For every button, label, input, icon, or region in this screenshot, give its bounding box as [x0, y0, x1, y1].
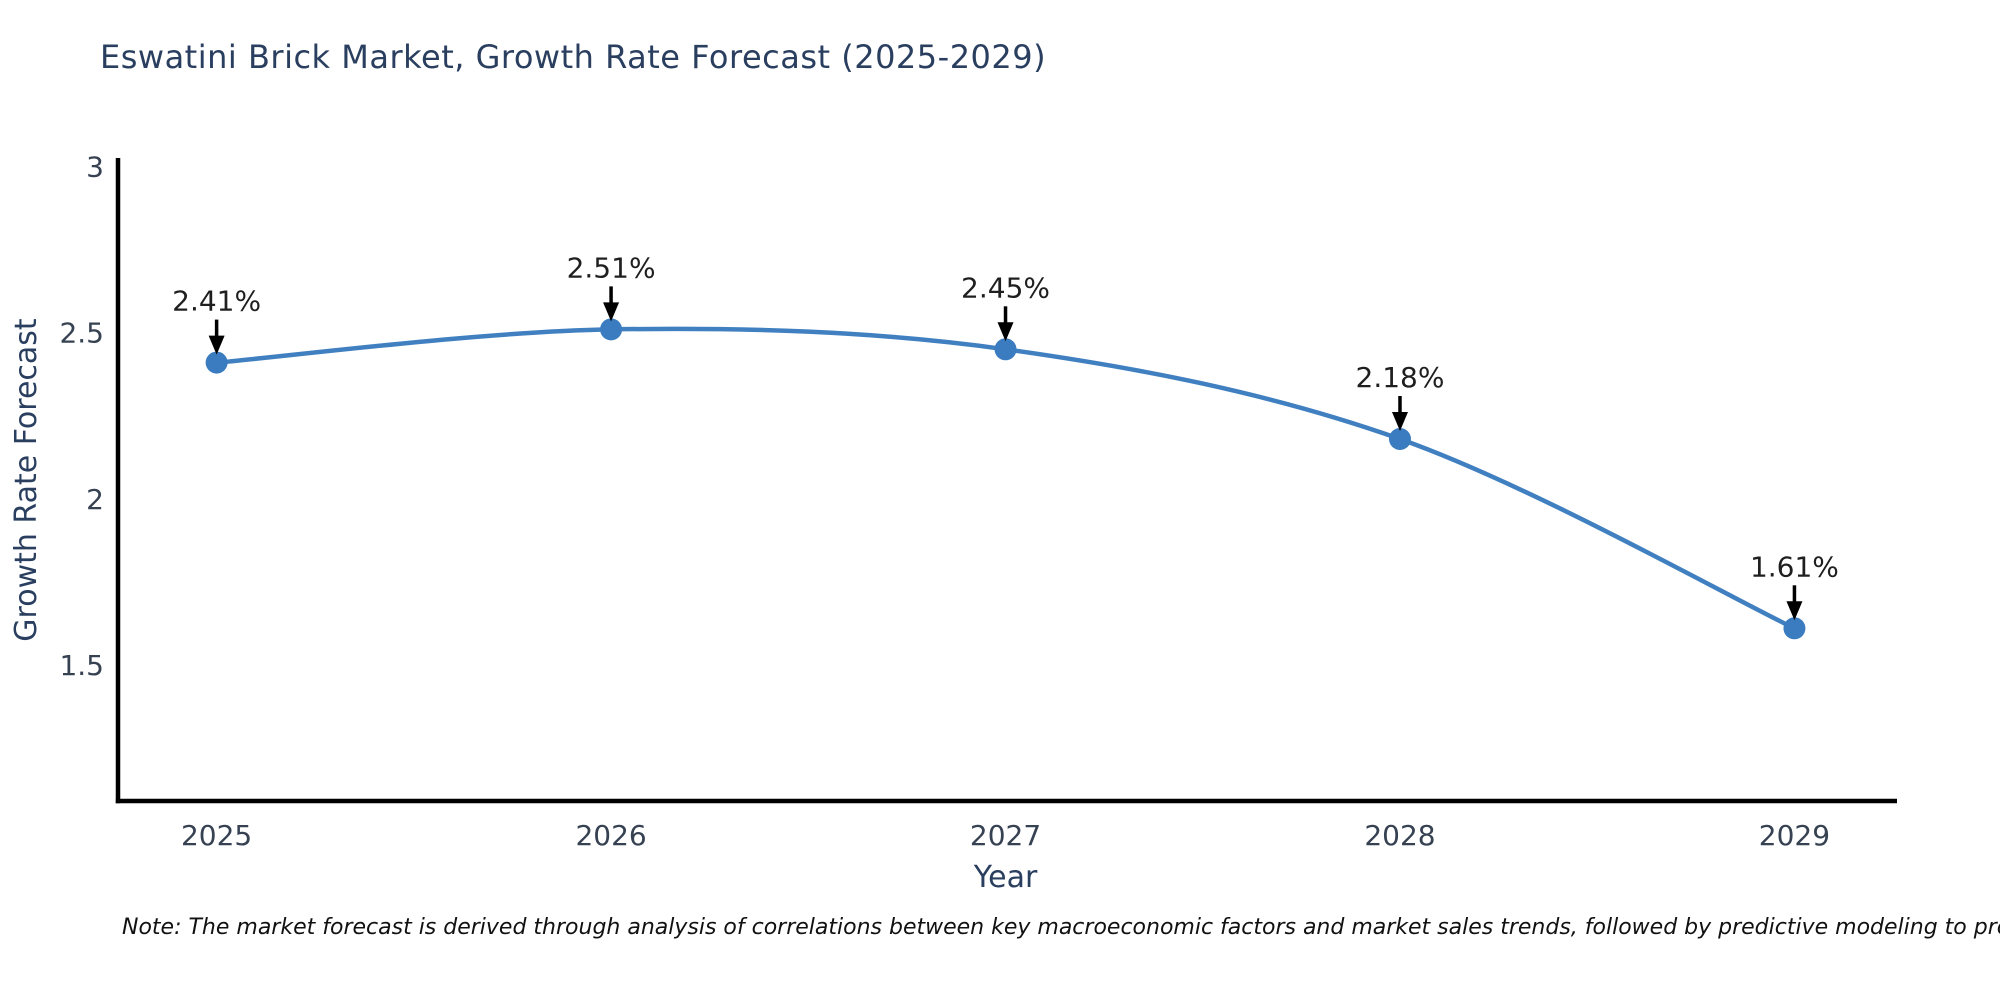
annotation-arrow-head	[1786, 601, 1803, 621]
data-point-marker	[1388, 427, 1411, 450]
x-tick-label: 2026	[575, 819, 646, 852]
data-point-label: 2.45%	[961, 271, 1050, 304]
x-tick-label: 2028	[1364, 819, 1435, 852]
y-tick-label: 2	[86, 483, 104, 516]
y-tick-label: 2.5	[59, 317, 104, 350]
y-tick-label: 1.5	[59, 649, 104, 682]
data-point-marker	[205, 351, 228, 374]
data-point-label: 2.51%	[567, 251, 656, 284]
x-tick-label: 2025	[181, 819, 252, 852]
annotation-arrow-head	[997, 322, 1014, 342]
footnote: Note: The market forecast is derived thr…	[122, 915, 2000, 940]
data-point-marker	[1783, 617, 1806, 640]
data-point-label: 2.41%	[172, 285, 261, 318]
data-point-marker	[600, 318, 623, 341]
data-point-label: 1.61%	[1750, 550, 1839, 583]
annotation-arrow-head	[1391, 411, 1408, 431]
annotation-arrow-head	[208, 335, 225, 355]
chart-title: Eswatini Brick Market, Growth Rate Forec…	[100, 38, 1047, 76]
annotation-arrow-head	[603, 302, 620, 322]
data-point-marker	[994, 338, 1017, 361]
forecast-line	[214, 326, 1797, 631]
y-axis-title: Growth Rate Forecast	[9, 318, 44, 642]
data-point-label: 2.18%	[1356, 361, 1445, 394]
x-tick-label: 2029	[1759, 819, 1830, 852]
x-tick-label: 2027	[970, 819, 1041, 852]
y-tick-label: 3	[86, 151, 104, 184]
x-axis-title: Year	[973, 860, 1038, 895]
